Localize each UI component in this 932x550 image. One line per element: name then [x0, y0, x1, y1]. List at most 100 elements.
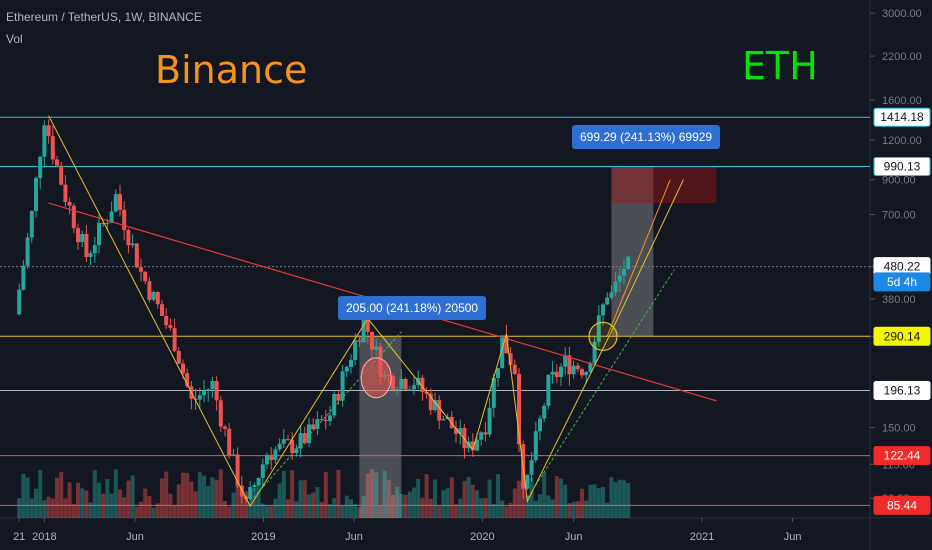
volume-bar: [118, 489, 122, 518]
volume-bar: [160, 478, 164, 518]
volume-bar: [281, 471, 286, 518]
candle-body: [231, 454, 236, 456]
volume-bar: [554, 476, 559, 518]
x-tick-label: 2020: [470, 531, 494, 543]
candle-body: [365, 315, 370, 332]
volume-bar: [386, 480, 391, 518]
volume-bar: [584, 500, 589, 518]
volume-bar: [340, 505, 345, 518]
volume-bar: [613, 482, 618, 518]
volume-bar: [143, 488, 148, 518]
volume-bar: [172, 504, 177, 518]
volume-bar: [491, 503, 496, 518]
candle-body: [319, 419, 324, 421]
volume-bar: [265, 506, 269, 518]
volume-bar: [164, 471, 169, 518]
x-tick-label: 2018: [32, 531, 56, 543]
binance-annotation: Binance: [155, 48, 308, 92]
x-tick-label: Jun: [565, 531, 583, 543]
candle-body: [113, 194, 118, 212]
candle-body: [38, 156, 43, 179]
green-support-line-2020: [526, 269, 675, 499]
volume-bar: [504, 506, 509, 518]
volume-bar: [29, 498, 34, 518]
volume-bar: [256, 478, 261, 518]
candle-body: [554, 371, 559, 377]
candle-body: [433, 400, 437, 411]
candle-body: [496, 368, 500, 378]
volume-bar: [487, 479, 492, 518]
volume-bar: [97, 482, 101, 518]
volume-bar: [21, 473, 26, 518]
x-tick-label: Jun: [126, 531, 144, 543]
candle-body: [277, 443, 282, 450]
volume-bar: [38, 470, 43, 518]
candle-body: [25, 237, 30, 266]
volume-bar: [571, 501, 576, 518]
yellow-pattern-line: [48, 115, 684, 508]
candle-body: [403, 378, 408, 390]
candle-body: [29, 211, 34, 238]
candle-body: [164, 315, 169, 326]
volume-bar: [449, 477, 454, 518]
candle-body: [441, 418, 446, 421]
volume-bar: [185, 472, 190, 518]
volume-bar: [601, 487, 605, 518]
volume-bar: [223, 501, 227, 518]
volume-bar: [307, 494, 311, 518]
volume-bar: [336, 469, 341, 518]
volume-bar: [357, 507, 362, 518]
volume-bar: [563, 484, 568, 518]
candle-body: [412, 385, 416, 390]
candle-body: [454, 428, 458, 434]
volume-bar: [252, 487, 257, 518]
volume-bar: [197, 472, 202, 518]
volume-bar: [500, 500, 505, 518]
volume-bar: [605, 502, 610, 518]
candle-body: [563, 355, 568, 367]
orange-projection-line: [606, 179, 671, 337]
volume-bar: [462, 480, 467, 518]
candle-body: [151, 292, 156, 300]
volume-bar: [529, 477, 534, 518]
candle-body: [168, 325, 173, 328]
volume-bar: [441, 490, 446, 518]
candle-body: [567, 355, 572, 375]
candle-body: [160, 304, 164, 316]
candle-body: [601, 304, 605, 316]
candle-body: [437, 400, 442, 421]
volume-bar: [575, 501, 580, 518]
price-label-box: [873, 326, 931, 346]
candle-body: [504, 335, 509, 354]
candle-body: [584, 372, 589, 376]
candle-body: [613, 281, 618, 293]
candle-body: [470, 441, 475, 451]
volume-bar: [550, 499, 555, 518]
volume-bar: [475, 490, 479, 518]
volume-bar: [617, 479, 622, 518]
volume-bar: [391, 494, 395, 518]
candle-body: [500, 335, 505, 369]
volume-bar: [130, 475, 135, 518]
candle-body: [118, 194, 122, 210]
candle-body: [512, 364, 517, 374]
candle-body: [529, 460, 534, 475]
candle-body: [399, 378, 404, 390]
volume-bar: [592, 484, 597, 518]
candle-body: [307, 424, 311, 444]
highlight-circle-2019: [360, 357, 392, 399]
candle-body: [428, 393, 433, 411]
volume-bar: [42, 500, 47, 518]
volume-bar: [76, 482, 80, 518]
volume-bar: [181, 472, 185, 518]
candle-body: [328, 415, 332, 422]
volume-bar: [458, 498, 463, 518]
volume-bar: [286, 499, 290, 518]
volume-bar: [269, 506, 274, 518]
y-tick-label: 2200.00: [882, 51, 922, 63]
candle-body: [538, 418, 542, 432]
candle-body: [424, 391, 429, 394]
volume-bar: [189, 481, 194, 518]
candle-body: [479, 432, 484, 440]
